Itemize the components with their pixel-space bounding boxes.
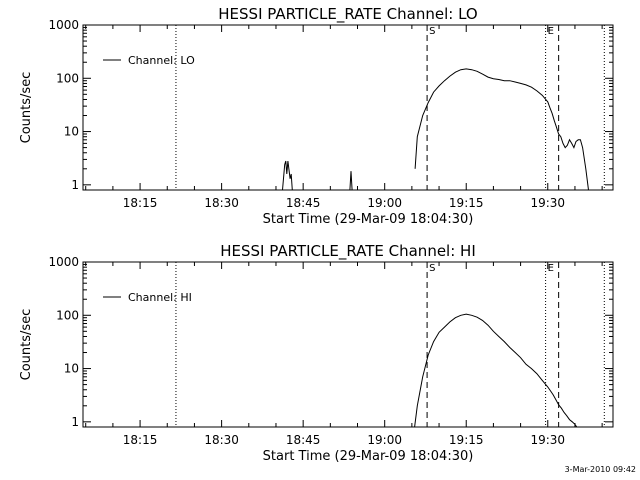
channel-lo-panel: HESSI PARTICLE_RATE Channel: LO 18:15 18:3…	[19, 5, 614, 227]
chart-1-marker-label-e: E	[548, 263, 554, 274]
chart-0-marker-label-s: S	[429, 26, 435, 37]
chart-0-y-tick-label: 1000	[48, 18, 79, 32]
chart-0-y-tick-label: 1	[71, 178, 79, 192]
chart-1-y-tick-label: 1	[71, 415, 79, 429]
chart-1-x-tick-label: 19:30	[530, 433, 565, 447]
chart-0-x-tick-label: 19:30	[530, 196, 565, 210]
chart-0-x-tick-label: 18:15	[123, 196, 158, 210]
chart-1-plot-frame	[82, 261, 614, 428]
chart-1-y-tick-label: 100	[56, 308, 79, 322]
chart-0-x-tick-label: 18:30	[204, 196, 239, 210]
chart-0-y-axis-label: Counts/sec	[19, 72, 34, 144]
chart-1-x-tick-label: 19:15	[449, 433, 484, 447]
chart-0-y-tick-label: 10	[64, 125, 79, 139]
chart-1-x-tick-label: 18:30	[204, 433, 239, 447]
chart-0-marker-label-e: E	[548, 26, 554, 37]
chart-1-y-axis-label: Counts/sec	[19, 309, 34, 381]
chart-0-series-line-segment	[414, 68, 589, 191]
chart-0-x-axis-label: Start Time (29-Mar-09 18:04:30)	[263, 212, 474, 227]
chart-1-title: HESSI PARTICLE_RATE Channel: HI	[220, 242, 476, 261]
chart-0-plot-frame	[82, 24, 614, 191]
chart-0-x-tick-label: 18:45	[286, 196, 321, 210]
chart-1-x-tick-label: 19:00	[367, 433, 402, 447]
channel-hi-panel: HESSI PARTICLE_RATE Channel: HI 18:15 18:3…	[19, 242, 614, 464]
chart-0-series-line-segment	[282, 160, 293, 191]
chart-1-y-tick-label: 10	[64, 362, 79, 376]
chart-1-series-line-segment	[414, 313, 578, 428]
chart-0-x-tick-label: 19:00	[367, 196, 402, 210]
chart-1-marker-label-s: S	[429, 263, 435, 274]
chart-0-legend-label: Channel: LO	[128, 54, 195, 67]
chart-1-x-axis-label: Start Time (29-Mar-09 18:04:30)	[263, 449, 474, 464]
chart-0-x-tick-label: 19:15	[449, 196, 484, 210]
chart-1-x-tick-label: 18:15	[123, 433, 158, 447]
chart-0-y-tick-label: 100	[56, 71, 79, 85]
chart-1-legend-label: Channel: HI	[128, 291, 192, 304]
chart-0-series-line-segment	[349, 171, 353, 191]
chart-0-title: HESSI PARTICLE_RATE Channel: LO	[218, 5, 477, 24]
chart-1-x-tick-label: 18:45	[286, 433, 321, 447]
timestamp-label: 3-Mar-2010 09:42	[565, 465, 636, 474]
chart-1-y-tick-label: 1000	[48, 255, 79, 269]
